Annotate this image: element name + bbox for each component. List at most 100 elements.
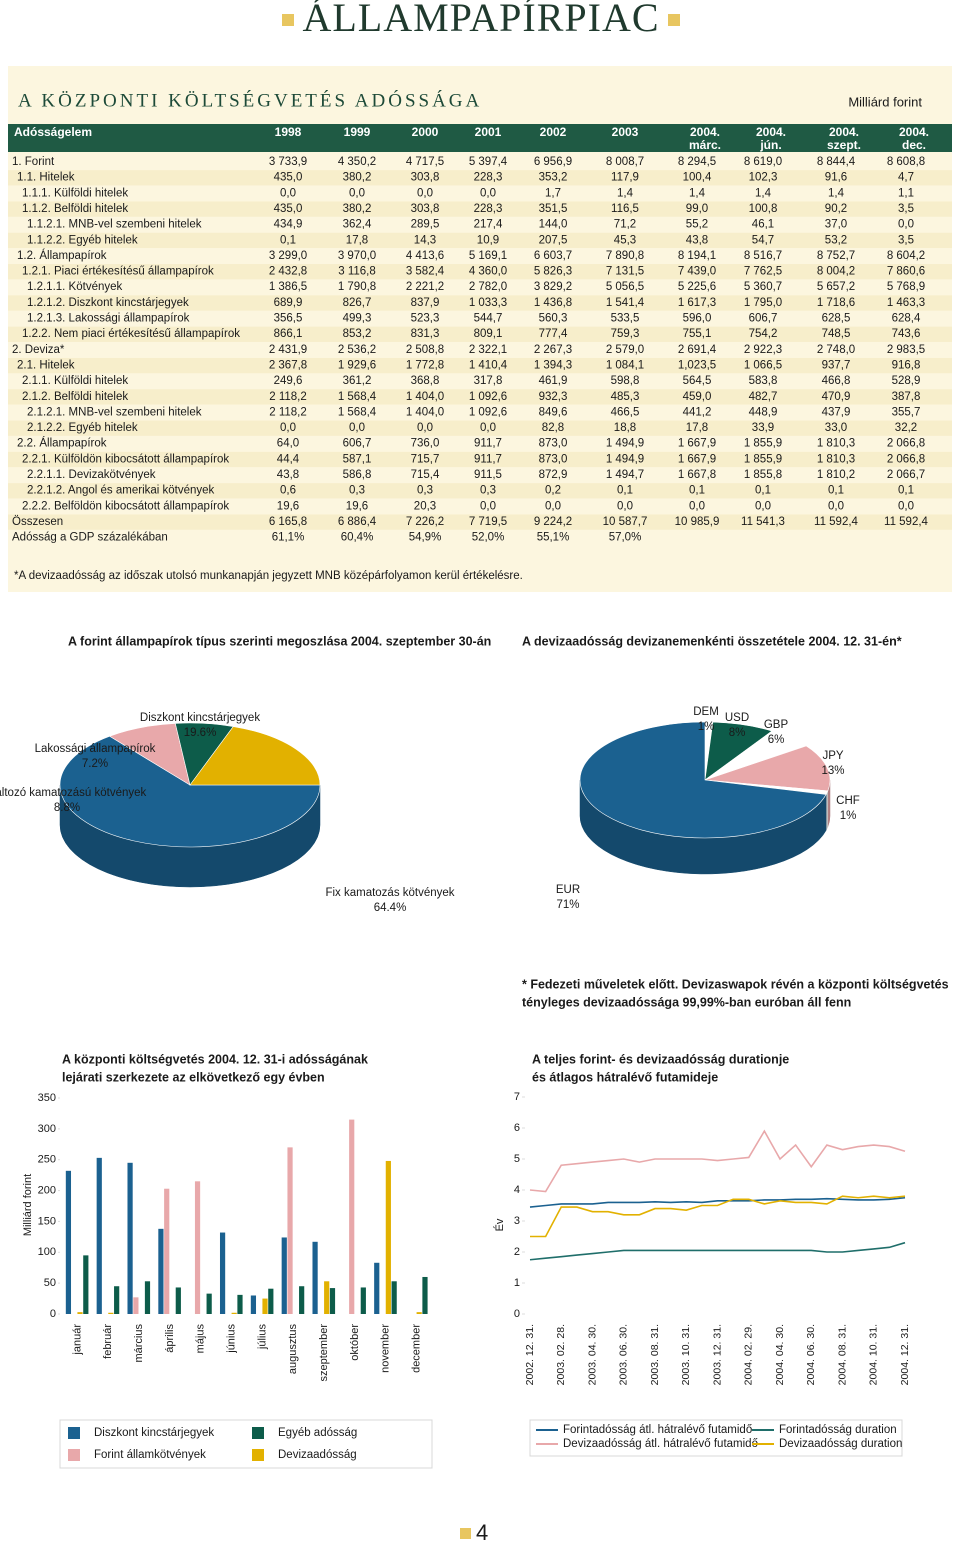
cell: 17,8 — [686, 422, 708, 434]
row-label: 1. Forint — [12, 156, 55, 168]
cell: 911,7 — [474, 438, 502, 450]
cell: 0,0 — [755, 500, 771, 512]
cell: 45,3 — [614, 234, 636, 246]
cell: 8 619,0 — [744, 156, 782, 168]
cell: 470,9 — [822, 391, 851, 403]
bar — [96, 1157, 102, 1314]
bar — [312, 1241, 318, 1314]
cell: 55,1% — [537, 532, 570, 544]
cell: 10,9 — [477, 234, 499, 246]
slice-label: CHF — [836, 795, 860, 807]
row-label: 2.2.1.2. Angol és amerikai kötvények — [27, 485, 215, 497]
cell: 11 592,4 — [814, 516, 859, 528]
cell: 0,6 — [280, 485, 296, 497]
cell: 2 508,8 — [406, 344, 444, 356]
row-stripe — [8, 264, 952, 280]
page-title: ÁLLAMPAPÍRPIAC — [302, 0, 659, 40]
cell: 1 667,8 — [678, 469, 716, 481]
cell: 351,5 — [539, 203, 568, 215]
row-stripe — [8, 295, 952, 311]
legend-swatch — [252, 1449, 264, 1461]
bar — [281, 1237, 287, 1314]
cell: 117,9 — [611, 172, 639, 184]
cell: 0,0 — [898, 219, 914, 231]
slice-value: 71% — [556, 899, 579, 911]
cell: 5 056,5 — [606, 281, 644, 293]
cell: 8 516,7 — [744, 250, 782, 262]
legend-swatch — [68, 1427, 80, 1439]
slice-label: Diszkont kincstárjegyek — [140, 712, 260, 724]
slice-value: 1% — [698, 721, 715, 733]
cell: 1,7 — [545, 187, 561, 199]
x-tick-label: 2004. 12. 31. — [899, 1324, 911, 1385]
cell: 2 922,3 — [744, 344, 782, 356]
legend-swatch — [252, 1427, 264, 1439]
bar — [268, 1288, 274, 1314]
bar — [391, 1281, 397, 1314]
cell: 5 397,4 — [469, 156, 508, 168]
cell: 0,0 — [617, 500, 633, 512]
cell: 0,1 — [280, 234, 296, 246]
bar — [65, 1170, 72, 1314]
bar — [83, 1255, 89, 1314]
bar — [237, 1294, 243, 1314]
cell: 2 118,2 — [269, 406, 307, 418]
line-series — [529, 1196, 906, 1208]
legend-label: Devizaadósság átl. hátralévő futamidő — [563, 1438, 758, 1450]
cell: 606,7 — [343, 438, 372, 450]
pie-slice — [189, 726, 321, 786]
row-stripe — [8, 170, 952, 186]
cell: 7 226,2 — [406, 516, 444, 528]
slice-label: Változó kamatozású kötvények — [0, 787, 147, 799]
cell: 43,8 — [686, 234, 708, 246]
chart-title: A teljes forint- és devizaadósság durati… — [532, 1052, 789, 1066]
cell: 0,0 — [280, 422, 296, 434]
cell: 533,5 — [611, 313, 640, 325]
cell: 1 810,3 — [817, 453, 855, 465]
row-label: Összesen — [12, 516, 63, 528]
table-header — [8, 124, 952, 152]
line-series — [529, 1129, 906, 1193]
row-stripe — [8, 326, 952, 342]
cell: 873,0 — [539, 438, 568, 450]
x-tick-label: 2004. 08. 31. — [836, 1324, 848, 1385]
column-header: szept. — [827, 138, 861, 152]
cell: 7 762,5 — [744, 266, 782, 278]
y-tick-label: 5 — [514, 1153, 520, 1165]
cell: 0,1 — [828, 485, 844, 497]
cell: 3 733,9 — [269, 156, 307, 168]
y-tick-label: 50 — [44, 1277, 56, 1289]
cell: 2 066,8 — [887, 453, 925, 465]
cell: 303,8 — [411, 203, 440, 215]
cell: 11 592,4 — [884, 516, 929, 528]
y-tick-label: 250 — [38, 1154, 56, 1166]
y-tick-label: 100 — [38, 1246, 56, 1258]
cell: 0,0 — [417, 422, 433, 434]
cell: 3 970,0 — [338, 250, 376, 262]
y-tick-label: 2 — [514, 1246, 520, 1258]
cell: 37,0 — [825, 219, 847, 231]
slice-label: Fix kamatozás kötvények — [325, 887, 454, 899]
cell: 2 431,9 — [269, 344, 307, 356]
cell: 7 439,0 — [678, 266, 716, 278]
row-label: 2.1.2.2. Egyéb hitelek — [27, 422, 138, 434]
cell: 11 541,3 — [741, 516, 785, 528]
cell: 461,9 — [539, 375, 568, 387]
cell: 8 752,7 — [817, 250, 855, 262]
cell: 853,2 — [343, 328, 372, 340]
cell: 715,7 — [411, 453, 440, 465]
cell: 4 350,2 — [338, 156, 376, 168]
cell: 0,1 — [617, 485, 633, 497]
bar — [219, 1232, 226, 1314]
cell: 60,4% — [341, 532, 374, 544]
x-tick-label: 2003. 02. 28. — [555, 1324, 567, 1385]
slice-value: 1% — [840, 810, 857, 822]
slice-value: 6% — [768, 734, 785, 746]
column-header: 2000 — [412, 125, 439, 139]
cell: 1 494,9 — [606, 438, 644, 450]
bar — [329, 1288, 336, 1314]
cell: 544,7 — [474, 313, 503, 325]
x-tick-label: 2003. 10. 31. — [680, 1324, 692, 1385]
cell: 2 267,3 — [534, 344, 572, 356]
cell: 20,3 — [414, 500, 436, 512]
